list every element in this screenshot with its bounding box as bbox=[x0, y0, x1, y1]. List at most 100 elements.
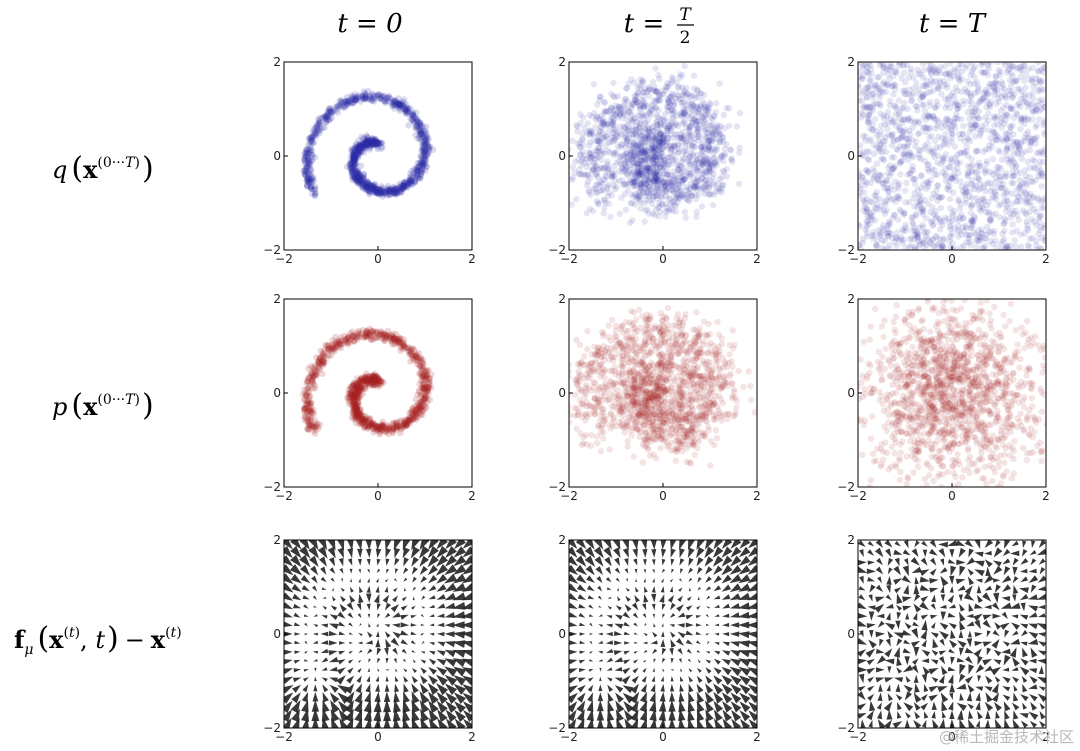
scatter-point bbox=[403, 182, 411, 190]
scatter-point bbox=[952, 177, 959, 184]
scatter-point bbox=[997, 68, 1004, 76]
scatter-point bbox=[417, 159, 425, 166]
scatter-point bbox=[362, 141, 369, 148]
scatter-point bbox=[393, 188, 400, 196]
scatter-point bbox=[953, 110, 960, 118]
scatter-point bbox=[635, 101, 642, 109]
panel-2-1: −2 0 2−202 bbox=[263, 292, 476, 503]
scatter-point bbox=[877, 62, 884, 66]
scatter-point bbox=[581, 159, 588, 166]
scatter-point bbox=[961, 149, 968, 157]
scatter-point bbox=[682, 147, 689, 155]
scatter-point bbox=[649, 156, 656, 164]
scatter-point bbox=[369, 138, 376, 145]
scatter-point bbox=[601, 119, 608, 126]
scatter-point bbox=[701, 159, 708, 166]
scatter-point bbox=[626, 166, 633, 173]
scatter-point bbox=[955, 74, 962, 81]
scatter-point bbox=[651, 147, 658, 154]
scatter-point bbox=[937, 160, 945, 168]
scatter-point bbox=[357, 142, 364, 150]
scatter-point bbox=[351, 154, 358, 161]
scatter-point bbox=[351, 173, 358, 180]
scatter-point bbox=[678, 192, 685, 199]
scatter-point bbox=[680, 98, 687, 106]
scatter-point bbox=[417, 135, 424, 142]
scatter-point bbox=[972, 121, 980, 128]
scatter-point bbox=[906, 149, 914, 156]
scatter-point bbox=[323, 113, 331, 121]
scatter-point bbox=[637, 85, 645, 93]
scatter-point bbox=[878, 155, 885, 163]
scatter-point bbox=[705, 182, 712, 189]
scatter-point bbox=[680, 111, 687, 119]
scatter-point bbox=[865, 169, 872, 176]
scatter-point bbox=[631, 92, 638, 99]
scatter-point bbox=[1001, 215, 1008, 222]
scatter-point bbox=[686, 197, 693, 204]
scatter-point bbox=[1009, 72, 1016, 80]
scatter-point bbox=[617, 103, 624, 111]
scatter-point bbox=[965, 231, 973, 239]
scatter-point bbox=[997, 107, 1004, 114]
scatter-point bbox=[1010, 210, 1017, 217]
scatter-point bbox=[920, 113, 927, 120]
scatter-point bbox=[1040, 204, 1046, 211]
scatter-point bbox=[890, 138, 897, 145]
scatter-point bbox=[392, 419, 400, 426]
scatter-point bbox=[909, 175, 917, 183]
scatter-point bbox=[664, 135, 672, 142]
scatter-point bbox=[713, 124, 720, 131]
scatter-point bbox=[1028, 138, 1035, 146]
scatter-point bbox=[370, 186, 377, 194]
scatter-point bbox=[978, 200, 986, 207]
scatter-point bbox=[884, 82, 892, 89]
y-tick-label: −2 bbox=[837, 243, 855, 257]
scatter-point bbox=[885, 218, 892, 225]
scatter-point bbox=[913, 80, 920, 87]
scatter-point bbox=[901, 150, 908, 157]
scatter-point bbox=[381, 189, 388, 197]
scatter-point bbox=[380, 92, 387, 99]
scatter-point bbox=[366, 137, 373, 145]
scatter-point bbox=[368, 96, 376, 103]
scatter-point bbox=[642, 164, 650, 171]
scatter-point bbox=[636, 170, 643, 178]
scatter-point bbox=[395, 103, 402, 110]
scatter-point bbox=[951, 143, 959, 150]
scatter-point bbox=[354, 170, 361, 177]
scatter-point bbox=[420, 160, 428, 168]
scatter-point bbox=[616, 177, 623, 185]
scatter-point bbox=[982, 86, 989, 94]
scatter-point bbox=[978, 127, 985, 134]
scatter-point bbox=[409, 111, 416, 118]
scatter-point bbox=[308, 166, 315, 173]
scatter-point bbox=[359, 176, 366, 183]
scatter-point bbox=[610, 119, 617, 126]
scatter-point bbox=[617, 106, 625, 113]
scatter-point bbox=[956, 205, 964, 212]
scatter-point bbox=[651, 153, 658, 160]
scatter-point bbox=[354, 147, 361, 154]
scatter-point bbox=[980, 148, 987, 155]
scatter-point bbox=[968, 155, 975, 163]
scatter-point bbox=[311, 131, 318, 138]
scatter-point bbox=[988, 80, 995, 88]
scatter-point bbox=[971, 73, 978, 80]
scatter-point bbox=[709, 129, 716, 136]
scatter-point bbox=[414, 356, 422, 363]
scatter-point bbox=[373, 141, 380, 148]
scatter-point bbox=[353, 94, 360, 101]
scatter-point bbox=[348, 168, 355, 176]
scatter-point bbox=[306, 138, 314, 146]
scatter-point bbox=[350, 154, 357, 161]
scatter-point bbox=[663, 131, 670, 139]
scatter-point bbox=[1009, 163, 1016, 170]
scatter-point bbox=[665, 171, 673, 178]
scatter-point bbox=[692, 191, 699, 198]
scatter-point bbox=[367, 144, 374, 151]
scatter-point bbox=[640, 189, 648, 196]
scatter-point bbox=[692, 180, 700, 187]
scatter-point bbox=[400, 181, 407, 189]
scatter-point bbox=[876, 229, 884, 237]
